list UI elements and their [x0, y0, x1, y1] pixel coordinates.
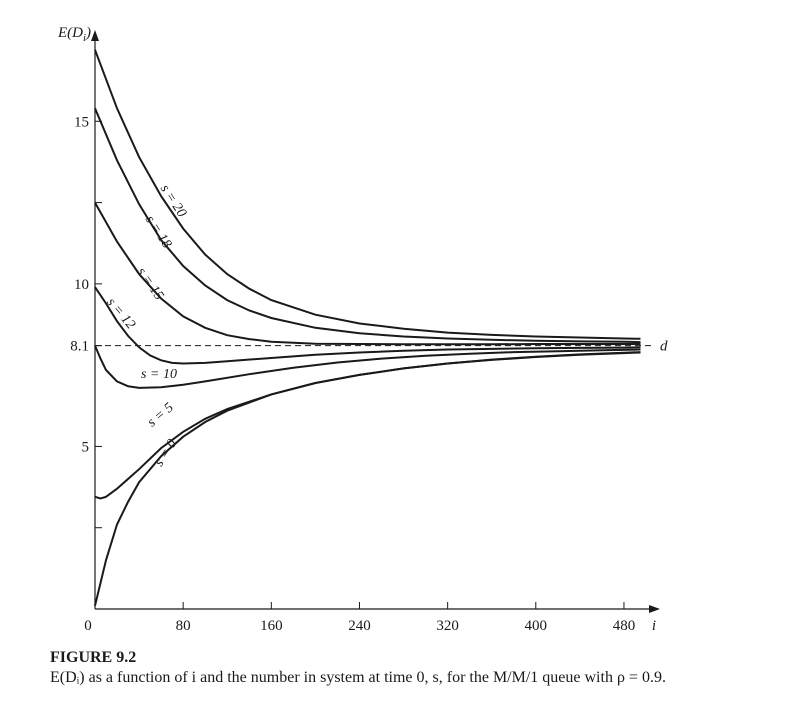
series-line: [94, 351, 641, 606]
series-line: [94, 286, 641, 365]
series-label: s = 15: [133, 265, 166, 303]
series-line: [94, 49, 641, 340]
x-tick-label: 320: [436, 618, 459, 634]
series-line: [94, 202, 641, 346]
x-axis-arrow: [649, 605, 660, 613]
x-axis-label: i: [652, 618, 656, 634]
x-tick-label: 240: [348, 618, 371, 634]
y-tick-label: 10: [74, 277, 89, 293]
series-label: s = 10: [141, 367, 177, 382]
y-tick-label: 5: [82, 439, 90, 455]
series-label: s = 18: [142, 213, 174, 251]
y-tick-label: 15: [74, 114, 89, 130]
curves: [94, 49, 641, 606]
y-tick-label: 8.1: [70, 339, 89, 355]
reference-line-label: d: [660, 339, 668, 355]
y-axis-label: E(Di): [57, 25, 91, 44]
caption-text: E(Dᵢ) as a function of i and the number …: [50, 669, 666, 686]
chart: 0 80 160 240 320 400 480 5 8.1 10 15 i E(Di) d s = 20…: [57, 25, 668, 634]
series-label: s = 20: [157, 182, 189, 220]
caption-title: FIGURE 9.2: [50, 649, 137, 666]
figure-caption: FIGURE 9.2 E(Dᵢ) as a function of i and …: [50, 648, 750, 688]
x-tick-label: 0: [84, 618, 92, 634]
series-line: [94, 345, 641, 389]
x-tick-label: 400: [525, 618, 548, 634]
x-tick-label: 80: [176, 618, 191, 634]
chart-labels: s = 20s = 18s = 15s = 12s = 10s = 5s = 0: [103, 182, 189, 469]
x-tick-label: 160: [260, 618, 283, 634]
series-line: [94, 107, 641, 344]
series-label: s = 5: [145, 400, 177, 430]
y-axis-arrow: [91, 30, 99, 41]
axes: 0 80 160 240 320 400 480 5 8.1 10 15 i E(Di) d: [57, 25, 668, 634]
x-tick-label: 480: [613, 618, 636, 634]
